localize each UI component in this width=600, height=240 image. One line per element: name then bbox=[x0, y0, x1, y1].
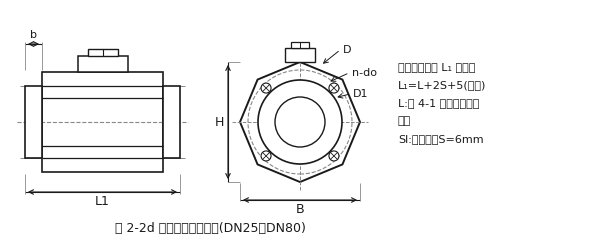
Circle shape bbox=[258, 80, 342, 164]
Bar bbox=[78, 56, 128, 72]
Text: 度。: 度。 bbox=[398, 116, 411, 126]
Bar bbox=[285, 48, 315, 62]
Circle shape bbox=[261, 151, 271, 161]
Text: H: H bbox=[214, 115, 224, 128]
Circle shape bbox=[261, 83, 271, 93]
Bar bbox=[88, 49, 118, 56]
Bar bbox=[42, 72, 163, 172]
Circle shape bbox=[329, 151, 339, 161]
Polygon shape bbox=[240, 62, 360, 182]
Text: b: b bbox=[30, 30, 37, 40]
Bar bbox=[291, 42, 309, 48]
Text: 图 2-2d 一体型电磁流量计(DN25～DN80): 图 2-2d 一体型电磁流量计(DN25～DN80) bbox=[115, 222, 305, 234]
Bar bbox=[25, 86, 42, 158]
Text: D: D bbox=[343, 45, 351, 55]
Text: B: B bbox=[296, 203, 304, 216]
Text: n-do: n-do bbox=[352, 68, 377, 78]
Text: L₁=L+2S+5(允差): L₁=L+2S+5(允差) bbox=[398, 80, 487, 90]
Text: 注：仪表长度 L₁ 含衬里: 注：仪表长度 L₁ 含衬里 bbox=[398, 62, 475, 72]
Bar bbox=[163, 86, 180, 158]
Text: Sl:接地环，S=6mm: Sl:接地环，S=6mm bbox=[398, 134, 484, 144]
Text: L:表 4-1 中仪表理论长: L:表 4-1 中仪表理论长 bbox=[398, 98, 479, 108]
Text: D1: D1 bbox=[352, 89, 368, 99]
Text: L1: L1 bbox=[95, 195, 110, 208]
Circle shape bbox=[329, 83, 339, 93]
